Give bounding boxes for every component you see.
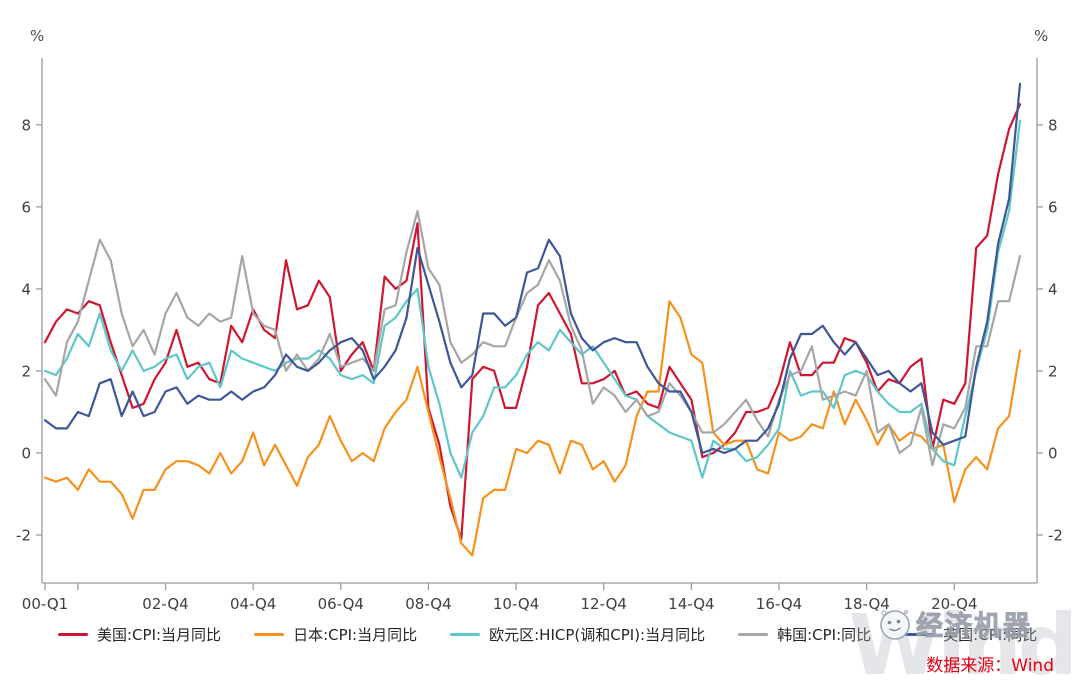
eurozone-line-swatch-icon xyxy=(450,632,481,637)
legend-label: 日本:CPI:当月同比 xyxy=(293,626,418,644)
korea-line-swatch-icon xyxy=(738,632,769,637)
japan-line-swatch-icon xyxy=(254,632,285,637)
legend-item-eurozone-hicp: 欧元区:HICP(调和CPI):当月同比 xyxy=(450,624,705,645)
legend-item-japan-cpi: 日本:CPI:当月同比 xyxy=(254,624,417,645)
x-tick-label: 00-Q1 xyxy=(22,595,68,613)
y-tick-label-right: -2 xyxy=(1048,527,1063,545)
legend-label: 美国:CPI:当月同比 xyxy=(97,626,222,644)
legend-item-uk-cpi: 英国:CPI:同比 xyxy=(904,624,1037,645)
x-tick-label: 10-Q4 xyxy=(493,595,539,613)
x-tick-label: 18-Q4 xyxy=(843,595,889,613)
uk-line-swatch-icon xyxy=(904,632,935,637)
data-source-note: 数据来源：Wind xyxy=(926,656,1054,676)
y-axis-unit-left: % xyxy=(30,27,45,45)
legend-item-korea-cpi: 韩国:CPI:同比 xyxy=(738,624,871,645)
series-line-japan xyxy=(43,300,1022,557)
us-line-swatch-icon xyxy=(58,632,88,637)
x-tick-label: 08-Q4 xyxy=(405,595,451,613)
y-tick-label-right: 2 xyxy=(1048,362,1058,380)
series-line-eurozone xyxy=(43,119,1022,479)
y-tick-label-left: -2 xyxy=(16,527,31,545)
x-tick-label: 14-Q4 xyxy=(668,595,714,613)
x-tick-label: 16-Q4 xyxy=(756,595,802,613)
y-axis-unit-right: % xyxy=(1034,27,1049,45)
y-tick-label-right: 6 xyxy=(1048,198,1058,216)
y-tick-label-right: 8 xyxy=(1048,116,1058,134)
legend-label: 欧元区:HICP(调和CPI):当月同比 xyxy=(489,626,706,644)
series-line-korea xyxy=(43,209,1022,467)
legend-label: 韩国:CPI:同比 xyxy=(777,626,872,644)
legend-item-us-cpi: 美国:CPI:当月同比 xyxy=(58,624,221,645)
x-tick-label: 20-Q4 xyxy=(931,595,977,613)
chart-legend: 美国:CPI:当月同比 日本:CPI:当月同比 欧元区:HICP(调和CPI):… xyxy=(58,624,1080,645)
x-tick-label: 12-Q4 xyxy=(581,595,627,613)
legend-label: 英国:CPI:同比 xyxy=(943,626,1038,644)
y-tick-label-right: 0 xyxy=(1048,444,1058,462)
y-tick-label-left: 4 xyxy=(21,280,31,298)
series-line-uk xyxy=(43,82,1022,455)
y-tick-label-left: 6 xyxy=(21,198,31,216)
y-tick-label-left: 2 xyxy=(21,362,31,380)
x-tick-label: 02-Q4 xyxy=(142,595,188,613)
y-tick-label-left: 8 xyxy=(21,116,31,134)
x-tick-label: 04-Q4 xyxy=(230,595,276,613)
y-tick-label-left: 0 xyxy=(21,444,31,462)
y-tick-label-right: 4 xyxy=(1048,280,1058,298)
x-tick-label: 06-Q4 xyxy=(318,595,364,613)
